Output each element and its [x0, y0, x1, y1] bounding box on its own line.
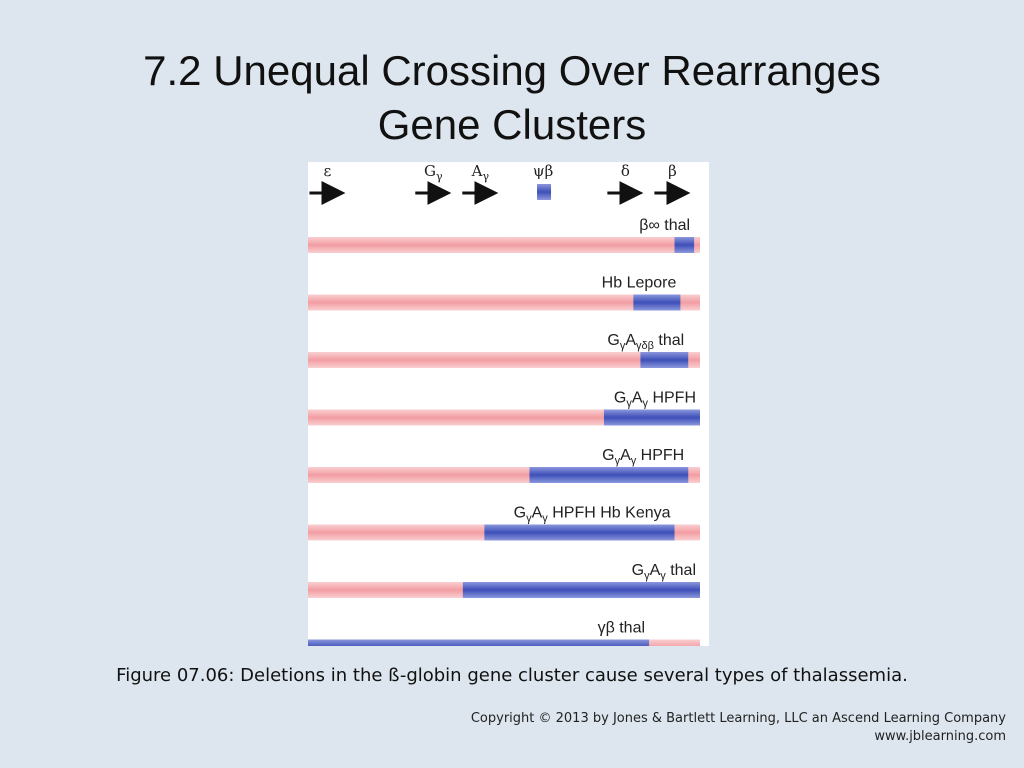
deletion-row: GγAγ thal	[308, 562, 700, 598]
gene-label: Gγ	[424, 162, 443, 183]
deleted-region-bar	[484, 524, 675, 541]
slide-title-line-1: 7.2 Unequal Crossing Over Rearranges	[143, 47, 881, 94]
gene-3: ψβ	[533, 162, 553, 200]
globin-deletion-figure: ε Gγ Aγ ψβ δ β β∞ thal Hb Lepore GγAγδβ thal GγA…	[308, 162, 709, 646]
deletion-label: β∞ thal	[639, 217, 690, 234]
deletion-rows: β∞ thal Hb Lepore GγAγδβ thal GγAγ HPFH GγAγ…	[308, 217, 700, 646]
deleted-region-bar	[462, 582, 700, 598]
deletion-row: Hb Lepore	[308, 275, 700, 311]
gene-label: ψβ	[533, 162, 553, 180]
pseudogene-box-icon	[537, 184, 552, 200]
retained-dna-bar	[308, 294, 700, 311]
deletion-row: GγAγδβ thal	[308, 332, 700, 368]
slide-title-line-2: Gene Clusters	[377, 101, 647, 148]
deletion-row: GγAγ HPFH	[308, 447, 700, 483]
copyright-notice: Copyright © 2013 by Jones & Bartlett Lea…	[471, 710, 1006, 746]
retained-dna-bar	[308, 409, 700, 426]
gene-label: ε	[324, 162, 332, 180]
deletion-row: γβ thal	[308, 620, 700, 646]
deleted-region-bar	[603, 409, 700, 426]
gene-map: ε Gγ Aγ ψβ δ β	[309, 162, 691, 205]
deletion-label: GγAγ HPFH	[614, 390, 696, 410]
gene-2: Aγ	[462, 162, 499, 205]
gene-4: δ	[607, 162, 644, 205]
deleted-region-bar	[308, 639, 650, 646]
deletion-label: γβ thal	[598, 620, 645, 637]
gene-label: β	[668, 162, 677, 180]
deleted-region-bar	[529, 467, 689, 483]
deleted-region-bar	[640, 352, 689, 368]
deleted-region-bar	[633, 294, 681, 311]
deletion-row: GγAγ HPFH	[308, 390, 700, 426]
publisher-url: www.jblearning.com	[874, 729, 1006, 744]
gene-label: δ	[621, 162, 630, 180]
gene-label: Aγ	[471, 162, 490, 183]
retained-dna-bar	[308, 237, 700, 253]
deletion-diagram: ε Gγ Aγ ψβ δ β β∞ thal Hb Lepore GγAγδβ thal GγA…	[308, 162, 700, 646]
deletion-row: GγAγ HPFH Hb Kenya	[308, 505, 700, 541]
deletion-label: GγAγδβ thal	[607, 332, 684, 352]
slide-title: 7.2 Unequal Crossing Over Rearranges Gen…	[0, 44, 1024, 152]
retained-dna-bar	[308, 352, 700, 368]
figure-caption: Figure 07.06: Deletions in the ß-globin …	[116, 665, 908, 686]
gene-5: β	[654, 162, 691, 205]
gene-1: Gγ	[415, 162, 452, 205]
gene-0: ε	[309, 162, 346, 205]
copyright-line: Copyright © 2013 by Jones & Bartlett Lea…	[470, 711, 1006, 726]
deletion-row: β∞ thal	[308, 217, 700, 253]
deletion-label: GγAγ HPFH Hb Kenya	[514, 505, 671, 525]
deletion-label: GγAγ HPFH	[602, 447, 684, 467]
deletion-label: GγAγ thal	[632, 562, 696, 582]
deleted-region-bar	[674, 237, 695, 253]
deletion-label: Hb Lepore	[602, 275, 677, 292]
